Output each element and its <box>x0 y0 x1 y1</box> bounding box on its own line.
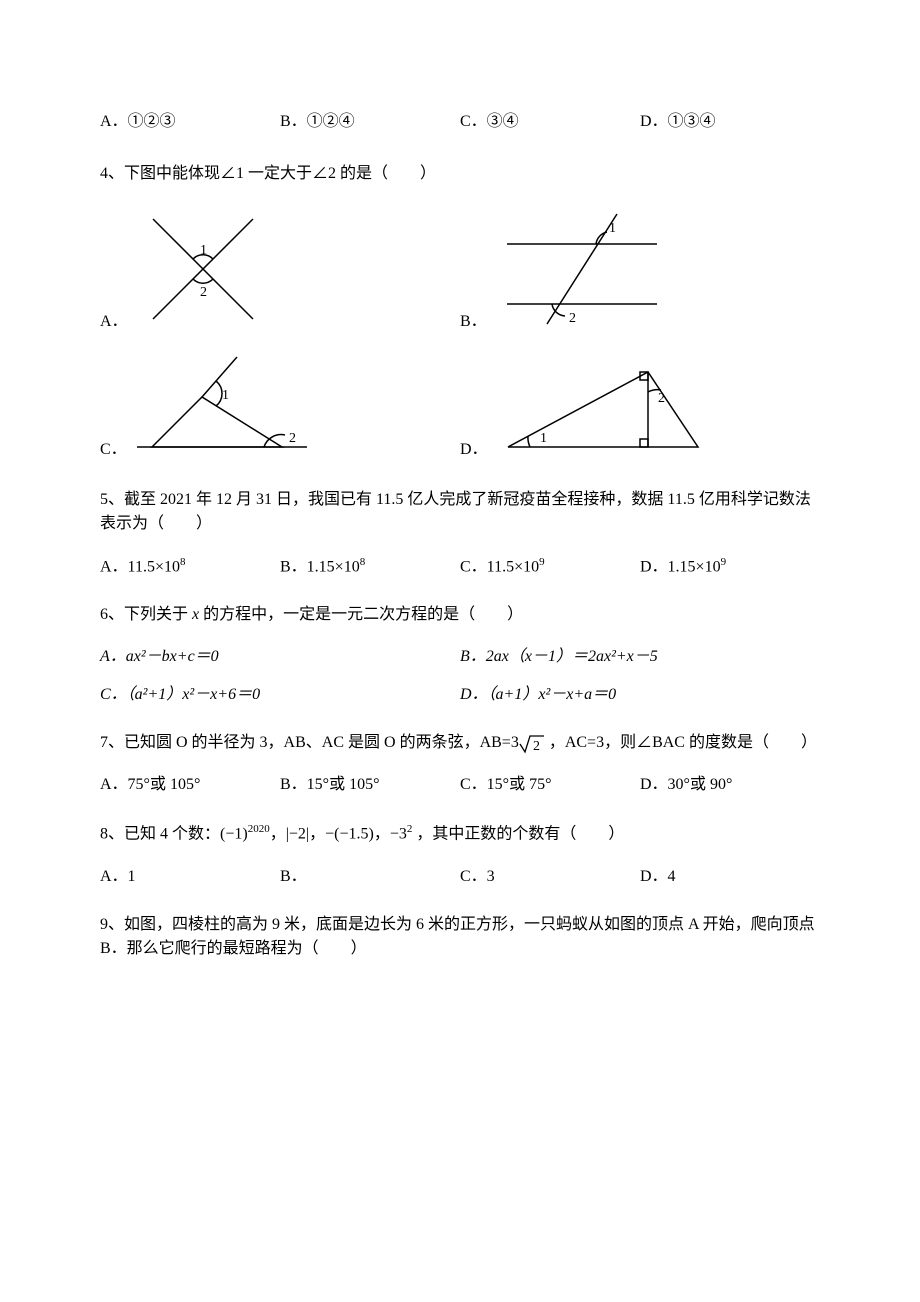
q4-fig-c: 1 2 <box>137 352 317 462</box>
q6-choice-c: C．（a²+1）x²－x+6＝0 <box>100 683 460 707</box>
page: A．①②③ B．①②④ C．③④ D．①③④ 4、下图中能体现∠1 一定大于∠2… <box>0 0 920 1302</box>
q3-choices: A．①②③ B．①②④ C．③④ D．①③④ <box>100 110 820 134</box>
q8-choice-c: C．3 <box>460 865 640 889</box>
q4-fig-a-cell: A． 1 2 <box>100 204 460 334</box>
q8-choices: A．1 B． C．3 D．4 <box>100 865 820 889</box>
q6-row2: C．（a²+1）x²－x+6＝0 D．（a+1）x²－x+a＝0 <box>100 683 820 707</box>
q3-choice-c: C．③④ <box>460 110 640 134</box>
q4-fig-a: 1 2 <box>138 204 268 334</box>
q6-choice-a: A．ax²－bx+c＝0 <box>100 645 460 669</box>
q6-choice-b: B．2ax（x－1）＝2ax²+x－5 <box>460 645 820 669</box>
q5-choice-a: A．11.5×108 <box>100 554 280 579</box>
q7-choices: A．75°或 105° B．15°或 105° C．15°或 75° D．30°… <box>100 773 820 797</box>
fig-b-label-1: 1 <box>609 221 616 236</box>
q8-stem: 8、已知 4 个数：(−1)2020，|−2|，−(−1.5)，−32 ，其中正… <box>100 821 820 846</box>
q7-choice-b: B．15°或 105° <box>280 773 460 797</box>
q5-choice-c: C．11.5×109 <box>460 554 640 579</box>
q5-choices: A．11.5×108 B．1.15×108 C．11.5×109 D．1.15×… <box>100 554 820 579</box>
q3-choice-a: A．①②③ <box>100 110 280 134</box>
sqrt-icon: 2 <box>519 733 545 755</box>
fig-d-label-1: 1 <box>540 431 547 446</box>
q4-row-ab: A． 1 2 B． <box>100 204 820 334</box>
fig-a-label-1: 1 <box>200 243 207 258</box>
q4-label-b: B． <box>460 310 487 334</box>
fig-b-label-2: 2 <box>569 311 576 326</box>
fig-c-label-1: 1 <box>222 388 229 403</box>
q4-stem: 4、下图中能体现∠1 一定大于∠2 的是（ ） <box>100 162 820 186</box>
q8-choice-d: D．4 <box>640 865 820 889</box>
q4-label-d: D． <box>460 438 488 462</box>
q6-stem: 6、下列关于 x 的方程中，一定是一元二次方程的是（ ） <box>100 603 820 627</box>
fig-c-label-2: 2 <box>289 431 296 446</box>
svg-text:2: 2 <box>533 739 540 754</box>
q7-choice-a: A．75°或 105° <box>100 773 280 797</box>
q7-stem: 7、已知圆 O 的半径为 3，AB、AC 是圆 O 的两条弦，AB=32 ，AC… <box>100 731 820 755</box>
q4-label-c: C． <box>100 438 127 462</box>
q5-choice-b: B．1.15×108 <box>280 554 460 579</box>
q8-choice-b: B． <box>280 865 460 889</box>
q6-choice-d: D．（a+1）x²－x+a＝0 <box>460 683 820 707</box>
q4-row-cd: C． 1 2 D． <box>100 352 820 462</box>
q3-choice-b: B．①②④ <box>280 110 460 134</box>
q7-choice-d: D．30°或 90° <box>640 773 820 797</box>
q7-choice-c: C．15°或 75° <box>460 773 640 797</box>
q4-fig-b-cell: B． 1 2 <box>460 204 820 334</box>
q8-choice-a: A．1 <box>100 865 280 889</box>
q3-choice-d: D．①③④ <box>640 110 820 134</box>
q5-choice-d: D．1.15×109 <box>640 554 820 579</box>
q4-fig-c-cell: C． 1 2 <box>100 352 460 462</box>
q4-fig-d-cell: D． 1 2 <box>460 362 820 462</box>
q6-row1: A．ax²－bx+c＝0 B．2ax（x－1）＝2ax²+x－5 <box>100 645 820 669</box>
q4-fig-d: 1 2 <box>498 362 708 462</box>
q5-stem: 5、截至 2021 年 12 月 31 日，我国已有 11.5 亿人完成了新冠疫… <box>100 488 820 536</box>
fig-d-label-2: 2 <box>658 391 665 406</box>
q4-fig-b: 1 2 <box>497 204 667 334</box>
q4-label-a: A． <box>100 310 128 334</box>
q9-stem: 9、如图，四棱柱的高为 9 米，底面是边长为 6 米的正方形，一只蚂蚁从如图的顶… <box>100 913 820 961</box>
fig-a-label-2: 2 <box>200 285 207 300</box>
